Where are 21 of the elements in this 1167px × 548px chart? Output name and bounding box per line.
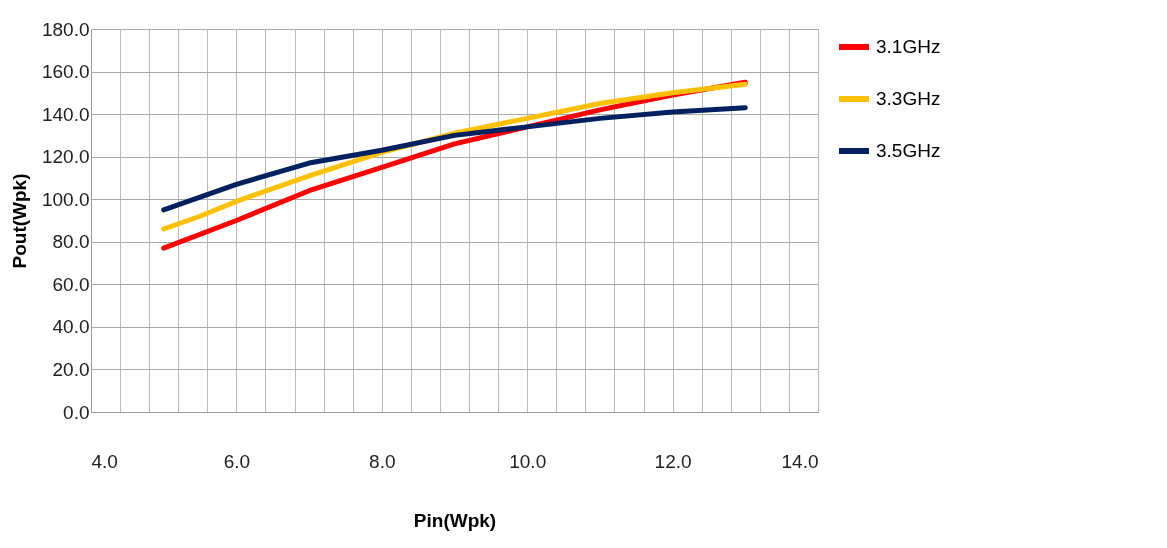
y-tick-label: 80.0 [52,231,90,253]
x-tick-label: 4.0 [91,450,118,472]
x-axis-title: Pin(Wpk) [413,509,497,531]
legend-label: 3.5GHz [876,140,941,161]
y-tick-label: 40.0 [52,316,90,338]
y-axis-title: Pout(Wpk) [8,173,30,269]
x-tick-label: 12.0 [654,450,692,472]
x-tick-label: 6.0 [223,450,251,472]
legend-label: 3.3GHz [876,88,941,109]
y-tick-label: 60.0 [52,273,90,295]
y-tick-label: 100.0 [41,188,90,210]
y-tick-label: 120.0 [41,146,90,168]
y-tick-label: 0.0 [63,401,90,423]
x-tick-label: 14.0 [781,450,819,472]
y-tick-label: 180.0 [41,18,90,40]
legend-label: 3.1GHz [876,36,941,57]
y-tick-label: 20.0 [52,358,90,380]
x-tick-label: 10.0 [509,450,547,472]
y-tick-label: 140.0 [41,103,90,125]
x-tick-label: 8.0 [369,450,396,472]
y-tick-label: 160.0 [41,61,90,83]
